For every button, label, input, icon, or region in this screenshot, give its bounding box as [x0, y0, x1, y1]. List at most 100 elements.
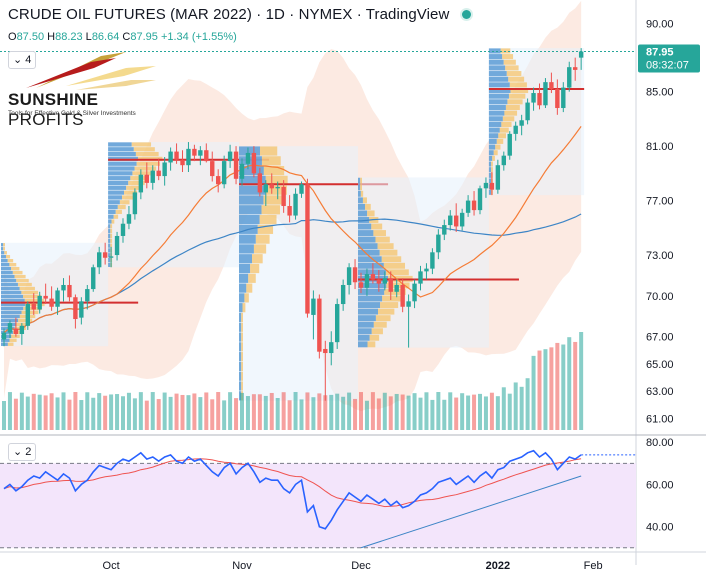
candle: [275, 181, 280, 200]
volume-profile-bar-down: [503, 59, 516, 65]
candle-body: [549, 82, 554, 89]
candle-body: [73, 297, 78, 320]
volume-profile-bar-down: [491, 161, 493, 167]
candle-body: [233, 151, 239, 179]
main-pane-collapse-button[interactable]: ⌄ 4: [8, 51, 37, 69]
volume-profile-bar-down: [257, 224, 274, 234]
candle: [114, 231, 120, 261]
volume-profile-bar-down: [501, 121, 512, 127]
moving-average-fast-line: [3, 126, 582, 334]
candle-body: [180, 159, 185, 166]
volume-profile-bar-up: [488, 76, 509, 82]
volume-profile-bar-down: [111, 219, 115, 224]
candle: [305, 178, 310, 318]
candle-body: [555, 88, 560, 109]
volume-profile-bar-up: [108, 171, 133, 176]
logo-brand-text: SUNSHINE PROFITS: [8, 90, 99, 129]
candle: [221, 155, 227, 189]
volume-profile-bar-up: [488, 110, 505, 116]
candle-body: [519, 120, 524, 126]
ohlc-change: +1.34 (+1.55%): [160, 31, 237, 43]
candle: [561, 82, 566, 113]
price-axis-label: 73.00: [646, 250, 674, 262]
candle: [465, 195, 471, 217]
volume-profile-bar-up: [488, 189, 492, 195]
volume-profile-bar-down: [241, 332, 243, 342]
price-axis-label: 90.00: [646, 19, 674, 31]
candle: [269, 173, 274, 194]
volume-profile-bar-down: [110, 233, 113, 239]
candle: [555, 79, 560, 115]
volume-profile-bar-up: [1, 310, 22, 315]
candle-body: [388, 278, 393, 292]
candle: [311, 290, 316, 340]
candle: [364, 268, 370, 296]
volume-profile-bar-down: [384, 288, 406, 295]
volume-bar: [103, 395, 108, 430]
volume-profile-bar-down: [377, 243, 394, 250]
candle-body: [454, 215, 459, 227]
volume-profile-bar-up: [1, 247, 4, 251]
volume-profile-bar-up: [239, 283, 247, 293]
volume-profile-bar-down: [360, 177, 362, 184]
price-axis-label: 61.00: [646, 413, 674, 425]
rsi-pane-collapse-button[interactable]: ⌄ 2: [8, 443, 37, 461]
candle-body: [132, 192, 138, 215]
rsi-trendline: [360, 475, 582, 549]
candle: [382, 271, 387, 291]
candle: [263, 180, 268, 207]
candle-body: [126, 214, 132, 224]
volume-bar: [406, 395, 411, 430]
volume-profile-bar-up: [108, 233, 111, 239]
volume-profile-bar-up: [358, 295, 383, 302]
volume-profile-bar-up: [1, 270, 13, 275]
volume-profile-bar-down: [17, 282, 32, 287]
volume-profile-bar-down: [132, 171, 153, 176]
volume-profile-bar-down: [502, 116, 515, 122]
volume-bar: [489, 392, 494, 430]
volume-profile-bar-down: [3, 243, 5, 247]
volume-bar: [347, 392, 352, 430]
volume-profile-bar-down: [11, 266, 20, 271]
volume-profile-bar-up: [358, 288, 385, 295]
candle-body: [150, 170, 155, 183]
price-axis-label: 65.00: [646, 359, 674, 371]
candle-body: [495, 165, 501, 190]
candle-body: [67, 284, 72, 298]
volume-profile-bar-up: [239, 146, 261, 156]
volume-profile-bar-up: [239, 371, 242, 381]
volume-profile-bar-down: [128, 180, 145, 186]
volume-bar: [442, 399, 447, 430]
candle: [489, 171, 495, 196]
logo-tagline: Tools for Effective Gold & Silver Invest…: [8, 110, 136, 117]
volume-profile-bar-down: [241, 352, 243, 362]
volume-profile-bar-up: [239, 244, 254, 254]
volume-profile-bar-down: [379, 249, 398, 256]
volume-bar: [513, 382, 518, 430]
candle-body: [79, 301, 84, 318]
volume-profile-bar-down: [510, 87, 529, 94]
volume-profile-bar-down: [377, 308, 395, 315]
candle: [287, 195, 292, 223]
volume-profile-bar-up: [358, 197, 363, 204]
volume-profile-bar-up: [239, 361, 242, 372]
candle: [186, 142, 191, 172]
candle: [513, 121, 518, 141]
volume-profile-bar-up: [488, 167, 492, 173]
candle: [126, 206, 132, 230]
volume-bar: [13, 398, 18, 430]
candle: [19, 323, 25, 345]
candle-body: [1, 332, 7, 340]
price-axis-label: 85.00: [646, 87, 674, 99]
volume-profile-bar-up: [358, 341, 368, 348]
volume-profile-bar-down: [382, 295, 402, 302]
volume-profile-bar-up: [488, 93, 509, 99]
volume-bar: [144, 400, 149, 430]
volume-bar: [67, 399, 72, 430]
candle: [501, 151, 506, 171]
volume-bar: [138, 392, 143, 430]
volume-profile-bar-down: [244, 293, 249, 303]
volume-profile-bar-up: [358, 321, 374, 328]
time-axis-label: Nov: [232, 560, 252, 572]
